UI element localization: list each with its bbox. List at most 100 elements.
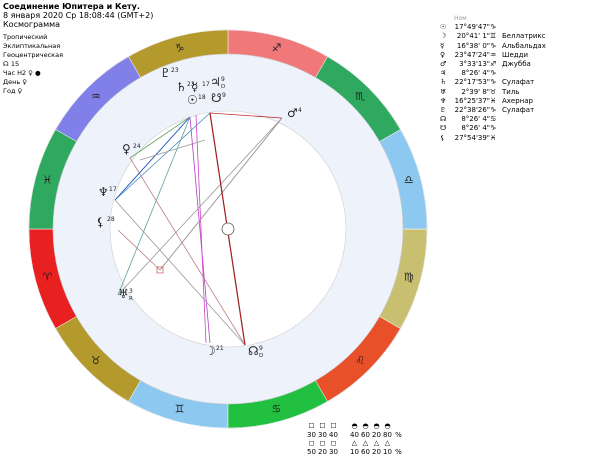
position-cell: ♃	[440, 69, 447, 78]
position-cell: ♅	[440, 87, 447, 96]
position-row: ♇ 22°38'26"♑ Сулафат	[440, 106, 562, 115]
balance-cell: ◻	[308, 439, 315, 447]
planet-glyph: ♀	[122, 142, 131, 156]
position-cell: 8°26' 4"	[461, 124, 490, 133]
position-cell: 20°41' 1"	[456, 32, 490, 41]
planet-glyph: ♅	[118, 287, 129, 301]
position-cell: ♑	[490, 78, 497, 87]
center-mark	[221, 222, 235, 236]
position-cell: Джубба	[502, 60, 531, 69]
position-cell: ♉	[490, 87, 497, 96]
planet-degree: 9	[259, 345, 263, 352]
planet-glyph: ⚸	[96, 215, 105, 229]
position-cell: ♑	[490, 41, 497, 50]
position-row: ☊ 8°26' 4"♋	[440, 115, 562, 124]
position-cell: ☊	[440, 115, 447, 124]
balance-cell: ◓	[351, 422, 358, 430]
date: 8 января 2020 Ср 18:08:44 (GMT+2)	[3, 11, 154, 20]
balance-cell: 30	[329, 447, 338, 456]
balance-cell: 40	[350, 430, 359, 439]
planet-note: D	[221, 84, 225, 90]
position-cell: ♑	[490, 106, 497, 115]
planet-degree: 3	[129, 288, 133, 295]
aspect-line	[129, 116, 191, 159]
balance-cell: %	[395, 447, 402, 456]
position-cell: 22°17'53"	[454, 78, 490, 87]
aspect-line	[195, 114, 207, 344]
position-row: ☿ 16°38' 0"♑ Альбальдах	[440, 42, 562, 51]
sign-glyph: ♋	[271, 403, 281, 416]
position-cell: ♋	[490, 115, 497, 124]
balance-cell: △	[373, 439, 380, 447]
position-cell: 22°38'26"	[454, 106, 490, 115]
position-cell: Ахернар	[502, 96, 533, 105]
setting-line: Эклиптикальная	[3, 42, 61, 50]
planet-degree: 21	[216, 345, 224, 352]
position-cell: Альбальдах	[502, 41, 546, 50]
aspect-line	[114, 112, 211, 201]
position-row: ♅ 2°39' 8"♉ Тиль	[440, 88, 562, 97]
planet-glyph: ♇	[160, 66, 171, 80]
planet-glyph: ☽	[205, 344, 216, 358]
position-row: ⚸ 27°54'39"♓	[440, 134, 562, 143]
position-cell: 16°38' 0"	[456, 41, 490, 50]
sign-glyph: ♑	[175, 41, 185, 54]
position-cell: ♊	[490, 32, 497, 41]
position-cell: ♒	[490, 50, 497, 59]
position-cell: ♂	[440, 60, 447, 69]
balance-cell: △	[351, 439, 358, 447]
balance-cell: 60	[361, 447, 370, 456]
balance-cell: ◻	[330, 439, 337, 447]
balance-cell: △	[362, 439, 369, 447]
planet-glyph: ☿	[191, 80, 198, 94]
position-row: ☉ 17°49'47"♑	[440, 23, 562, 32]
planet-degree: 24	[133, 143, 141, 150]
planet-glyph: ♃	[210, 75, 221, 89]
position-cell: ☋	[440, 124, 447, 133]
position-row: ♃ 8°26' 4"♑	[440, 69, 562, 78]
balance-cell: ☐	[319, 422, 326, 430]
balance-cell: 40	[329, 430, 338, 439]
sign-glyph: ♎	[404, 174, 414, 187]
position-cell: ☽	[440, 32, 447, 41]
title: Соединение Юпитера и Кету.	[3, 2, 140, 11]
position-cell: 23°47'24"	[454, 50, 490, 59]
planet-degree: 28	[107, 216, 115, 223]
planet-glyph: ☉	[187, 93, 198, 107]
position-cell: Сулафат	[502, 78, 535, 87]
aspect-line	[114, 116, 191, 201]
aspect-line	[139, 139, 206, 161]
sign-glyph: ♏	[355, 90, 365, 103]
setting-line: ☊ 15	[3, 60, 20, 68]
sign-glyph: ♍	[404, 270, 414, 283]
position-cell: ♑	[490, 23, 497, 32]
position-cell: ♑	[490, 69, 497, 78]
position-cell: Сулафат	[502, 106, 535, 115]
setting-line: Тропический	[3, 33, 48, 41]
sign-glyph: ♈	[42, 270, 52, 283]
setting-line: Час Н2 ♀ ●	[3, 69, 41, 77]
planet-degree: 4	[298, 107, 302, 114]
balance-cell: 50	[307, 447, 316, 456]
position-cell: ♀	[440, 50, 446, 59]
planet-degree: 9	[222, 92, 226, 99]
balance-cell: 60	[361, 430, 370, 439]
sign-glyph: ♓	[42, 174, 52, 187]
balance-cell: ◻	[319, 439, 326, 447]
balance-cell: 20	[372, 430, 381, 439]
balance: ☐ ☐ ☐ ◓ ◓ ◓ ◓ 30 30 40 40 60 20 80% ◻ ◻ ◻ △ △ △ △ 50 20 30 10 60 2…	[306, 422, 404, 456]
position-cell: ♄	[440, 78, 447, 87]
positions: Ном ☉ 17°49'47"♑ ☽ 20°41' 1"♊ Беллатрикс ☿ 16°3…	[440, 14, 562, 143]
settings: Тропический Эклиптикальная Геоцентрическая…	[3, 33, 63, 96]
sign-glyph: ♉	[91, 354, 101, 367]
position-cell: Шедди	[502, 50, 529, 59]
position-cell: Тиль	[502, 87, 520, 96]
position-cell: ♑	[490, 124, 497, 133]
planet-note: R	[129, 296, 133, 302]
sign-glyph: ♊	[175, 403, 185, 416]
position-cell: ☉	[440, 23, 447, 32]
planet-glyph: ☋	[211, 91, 222, 105]
position-cell: ⚸	[440, 133, 446, 142]
balance-cell: ◓	[362, 422, 369, 430]
position-row: ♂ 3°33'13"♐ Джубба	[440, 60, 562, 69]
